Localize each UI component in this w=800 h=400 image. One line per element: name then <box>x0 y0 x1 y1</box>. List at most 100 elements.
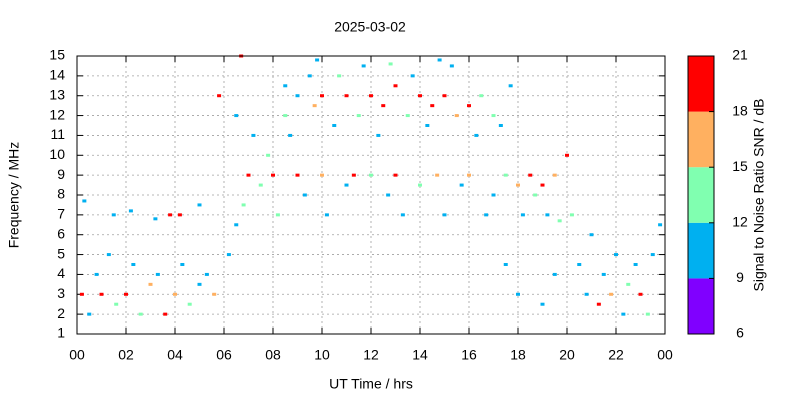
data-point <box>168 213 173 217</box>
data-point <box>258 183 263 187</box>
data-point <box>479 94 484 98</box>
data-point <box>454 114 459 118</box>
y-tick-label: 2 <box>57 305 65 321</box>
data-point <box>295 173 300 177</box>
data-point <box>633 263 638 266</box>
x-tick-label: 14 <box>412 347 428 363</box>
data-point <box>589 233 594 237</box>
data-point <box>442 94 447 98</box>
data-point <box>197 282 202 286</box>
data-point <box>528 173 533 177</box>
data-point <box>418 94 422 98</box>
data-point <box>520 213 525 217</box>
data-point <box>106 253 111 257</box>
data-point <box>99 292 104 296</box>
colorbar-segment <box>688 56 714 112</box>
data-point <box>344 94 349 98</box>
data-point <box>87 312 92 316</box>
x-axis-label: UT Time / hrs <box>329 376 413 392</box>
data-point <box>320 94 324 98</box>
colorbar-segment <box>688 222 714 279</box>
data-point <box>302 193 307 197</box>
data-point <box>320 173 324 177</box>
data-point <box>369 94 373 98</box>
data-point <box>658 223 663 227</box>
data-point <box>153 217 158 221</box>
x-tick-label: 16 <box>461 347 477 363</box>
data-point <box>449 64 454 68</box>
data-point <box>234 114 239 118</box>
data-point <box>246 173 251 177</box>
data-point <box>381 104 386 108</box>
plot-frame <box>76 55 666 335</box>
data-point <box>148 282 153 286</box>
data-point <box>295 94 300 98</box>
x-tick-label: 02 <box>118 347 134 363</box>
data-point <box>540 302 545 306</box>
chart-title: 2025-03-02 <box>334 19 406 35</box>
colorbar-label: Signal to Noise Ratio SNR / dB <box>751 99 767 292</box>
data-point <box>275 213 280 217</box>
data-point <box>601 272 606 276</box>
data-point <box>251 133 256 137</box>
x-tick-label: 18 <box>510 347 526 363</box>
y-tick-label: 10 <box>49 146 65 162</box>
colorbar-frame <box>687 55 715 335</box>
colorbar-tick-label: 6 <box>736 325 744 341</box>
data-point <box>645 312 650 316</box>
data-point <box>516 183 520 187</box>
y-tick-label: 5 <box>57 245 65 261</box>
data-point <box>467 104 471 108</box>
x-tick-label: 08 <box>265 347 281 363</box>
data-point <box>410 74 415 78</box>
data-point <box>552 173 557 177</box>
data-point <box>533 193 538 197</box>
data-point <box>386 193 391 197</box>
data-point <box>650 253 655 257</box>
x-tick-label: 20 <box>559 347 575 363</box>
data-point <box>180 263 185 266</box>
y-tick-label: 9 <box>57 166 65 182</box>
data-point <box>283 114 288 118</box>
data-point <box>400 213 405 217</box>
data-point <box>425 124 430 127</box>
data-point <box>94 272 99 276</box>
data-point <box>565 153 569 157</box>
data-point <box>474 133 479 137</box>
data-point <box>337 74 342 78</box>
data-point <box>508 84 513 88</box>
data-point <box>351 173 356 177</box>
data-point <box>376 133 381 137</box>
y-tick-label: 4 <box>57 265 65 281</box>
x-tick-label: 22 <box>608 347 624 363</box>
data-point <box>177 213 182 217</box>
data-point <box>79 292 84 296</box>
data-point <box>552 272 557 276</box>
x-tick-label: 00 <box>69 347 85 363</box>
y-tick-label: 12 <box>49 106 65 122</box>
data-point <box>266 153 271 157</box>
colorbar-tick-label: 9 <box>736 269 744 285</box>
data-point <box>503 263 508 266</box>
y-tick-label: 7 <box>57 206 65 222</box>
x-tick-label: 12 <box>363 347 379 363</box>
colorbar-tick-label: 12 <box>732 214 748 230</box>
y-tick-label: 14 <box>49 67 65 83</box>
data-point <box>138 312 143 316</box>
data-point <box>638 292 643 296</box>
data-point <box>234 223 239 227</box>
data-point <box>498 124 503 127</box>
data-point <box>491 114 496 118</box>
data-point <box>484 213 489 217</box>
y-axis-label: Frequency / MHz <box>6 142 22 249</box>
data-point <box>388 62 393 66</box>
colorbar-tick-label: 21 <box>732 47 748 63</box>
colorbar-segment <box>688 167 714 223</box>
data-point <box>491 193 496 197</box>
data-point <box>283 84 288 88</box>
data-point <box>430 104 435 108</box>
data-point <box>614 253 618 257</box>
x-tick-label: 04 <box>167 347 183 363</box>
